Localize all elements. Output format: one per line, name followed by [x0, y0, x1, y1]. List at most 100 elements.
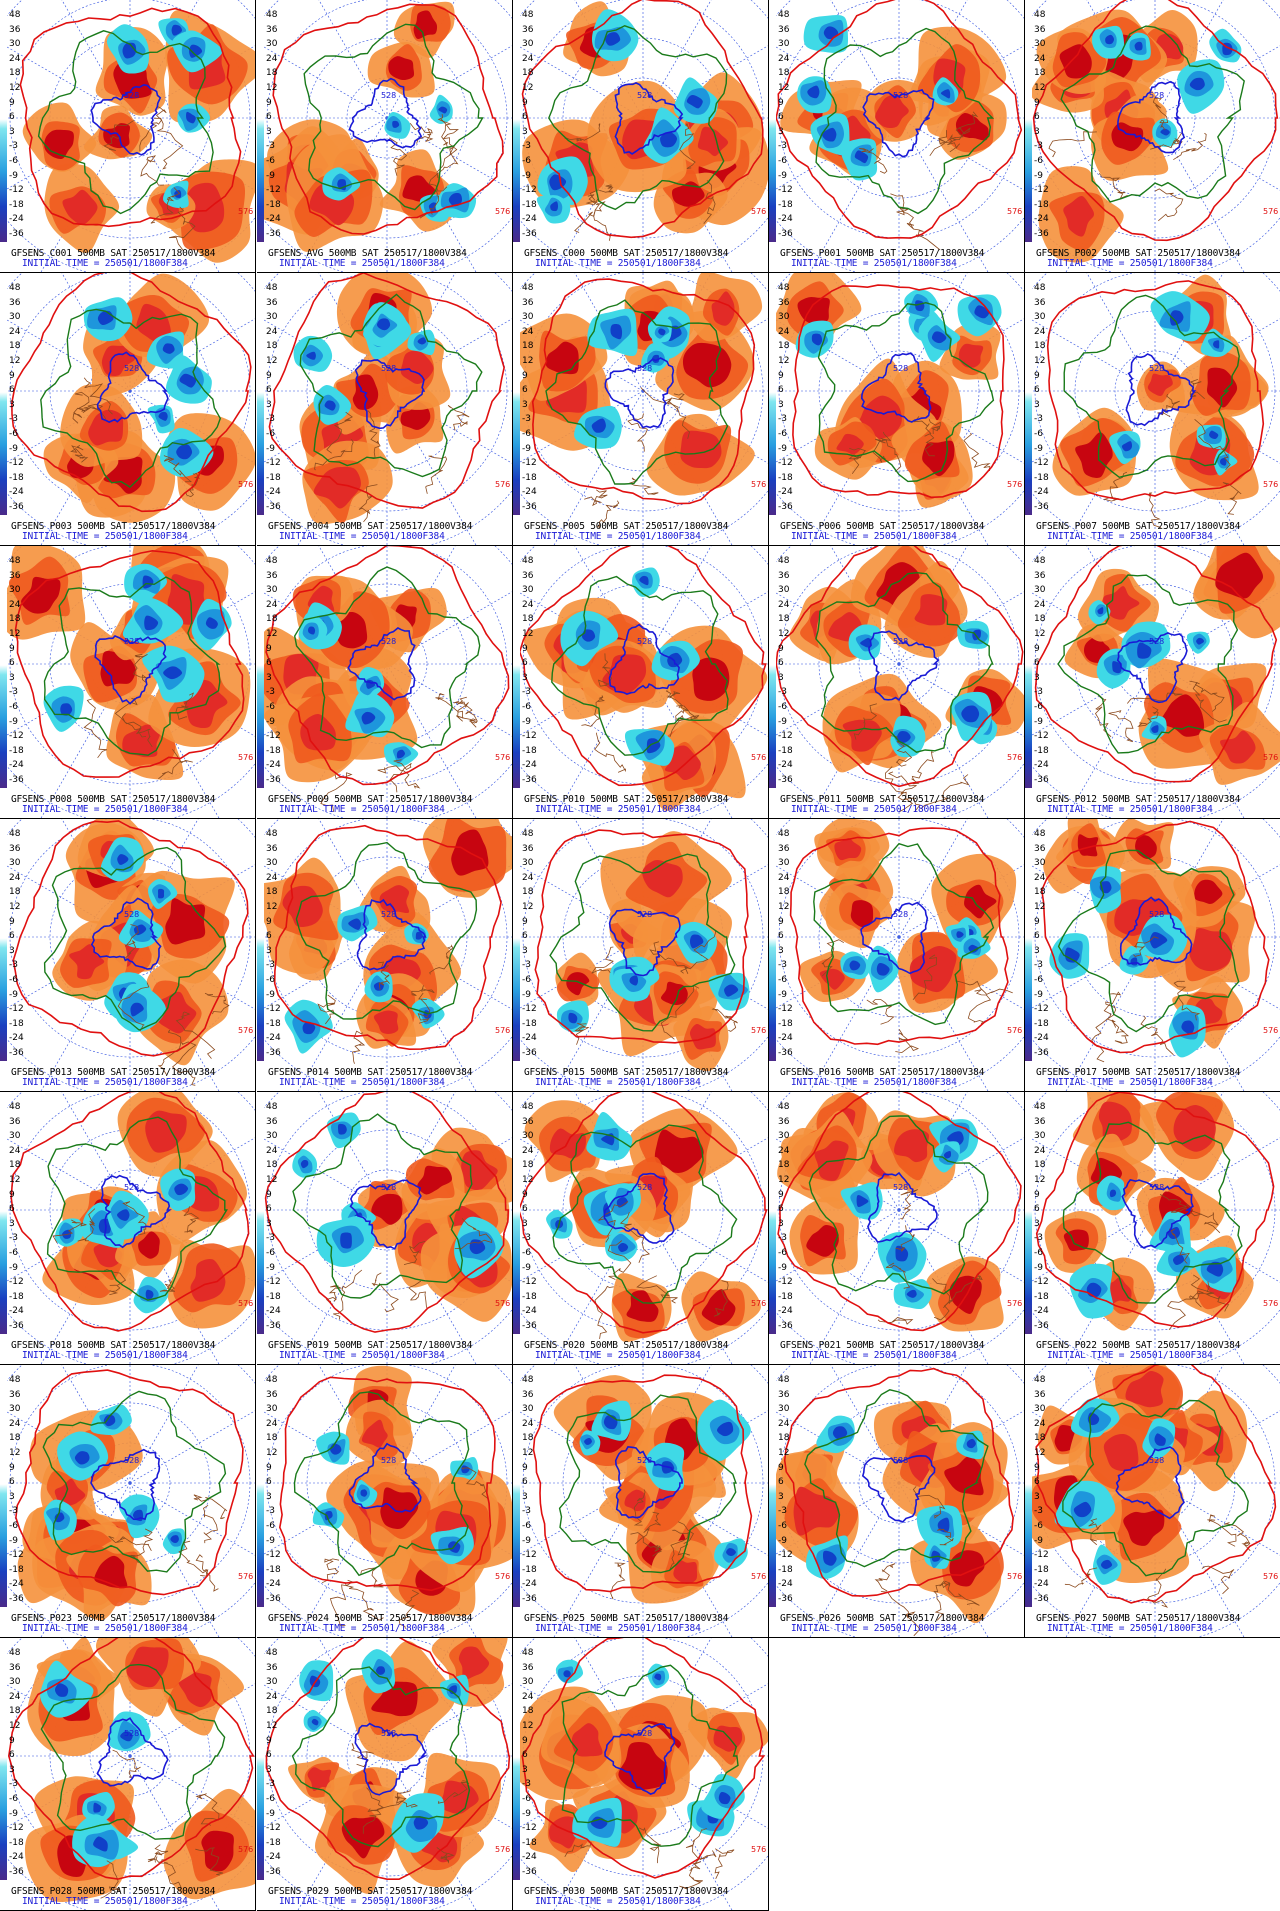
- colorbar-tick-label: 36: [522, 843, 534, 854]
- colorbar-tick-label: -24: [1034, 487, 1049, 498]
- contour-label-576: 576: [1007, 1026, 1022, 1035]
- coastline: [326, 411, 353, 454]
- negative-anomaly-shading: [1209, 430, 1219, 439]
- positive-anomaly-shading: [380, 1487, 419, 1529]
- colorbar-tick-label: 6: [266, 112, 272, 123]
- panel-initial-time: INITIAL TIME = 250501/1800F384: [791, 258, 957, 269]
- colorbar-tick-label: -9: [266, 1808, 275, 1819]
- panel-title: GFSENS P017 500MB SAT 250517/1800V384: [1036, 1067, 1241, 1078]
- ensemble-member-panel: 576 528 48 36 30 24 18 12 9 6 3 -3 -6 -9 -12 -18 -24 -36 G…: [257, 1092, 513, 1365]
- colorbar-tick-label: 3: [522, 1218, 528, 1229]
- colorbar-tick-label: 30: [9, 39, 21, 50]
- colorbar-tick-label: 48: [1034, 556, 1046, 566]
- coastline: [663, 393, 685, 412]
- colorbar-tick-label: -3: [522, 687, 531, 698]
- colorbar-tick-label: -3: [778, 960, 787, 971]
- colorbar-tick-label: 12: [522, 1175, 534, 1185]
- panel-title: GFSENS P006 500MB SAT 250517/1800V384: [780, 521, 985, 532]
- colorbar-tick-label: -12: [1034, 1004, 1049, 1015]
- colorbar-tick-label: 24: [778, 1145, 790, 1156]
- colorbar-tick-label: 18: [9, 1706, 21, 1717]
- colorbar-tick-label: 36: [1034, 1116, 1046, 1127]
- positive-anomaly-shading: [701, 1289, 736, 1326]
- colorbar-tick-label: -24: [1034, 214, 1049, 225]
- colorbar-tick-label: -9: [1034, 1535, 1043, 1546]
- panel-initial-time: INITIAL TIME = 250501/1800F384: [279, 531, 445, 542]
- negative-anomaly-shading: [1097, 607, 1104, 615]
- positive-anomaly-shading: [571, 1723, 603, 1757]
- colorbar-tick-label: 9: [266, 97, 272, 108]
- height-contour-528: [348, 77, 423, 149]
- colorbar-tick-label: 30: [1034, 1404, 1046, 1415]
- coastline: [564, 123, 601, 142]
- colorbar-tick-label: 9: [778, 1189, 784, 1200]
- coastline: [437, 1780, 470, 1804]
- coastline: [52, 1219, 87, 1244]
- ensemble-member-panel: 576 528 48 36 30 24 18 12 9 6 3 -3 -6 -9 -12 -18 -24 -36 G…: [257, 1638, 513, 1911]
- contour-label-528: 528: [1149, 364, 1164, 373]
- coastline: [1133, 936, 1159, 957]
- positive-anomaly-shading: [69, 944, 105, 980]
- colorbar-tick-label: -12: [522, 185, 537, 196]
- colorbar-tick-label: 12: [522, 356, 534, 366]
- coastline: [333, 1269, 363, 1320]
- positive-anomaly-shading: [126, 1646, 169, 1688]
- height-anomaly-map: 576 528: [257, 1092, 512, 1364]
- coastline: [193, 1494, 228, 1520]
- anomaly-colorbar: [0, 1371, 7, 1607]
- negative-anomaly-shading: [171, 24, 183, 36]
- colorbar-tick-label: -12: [266, 185, 281, 196]
- positive-anomaly-shading: [671, 181, 705, 207]
- panel-title: GFSENS P027 500MB SAT 250517/1800V384: [1036, 1613, 1241, 1624]
- contour-label-528: 528: [1149, 637, 1164, 646]
- panel-initial-time: INITIAL TIME = 250501/1800F384: [279, 1077, 445, 1088]
- contour-label-576: 576: [495, 1572, 510, 1581]
- colorbar-tick-label: 12: [778, 356, 790, 366]
- coastline: [890, 193, 914, 230]
- colorbar-tick-label: 12: [522, 83, 534, 93]
- coastline: [610, 1562, 626, 1600]
- colorbar-tick-label: -6: [1034, 702, 1043, 712]
- coastline: [159, 1279, 176, 1292]
- contour-label-528: 528: [637, 1456, 652, 1465]
- colorbar-tick-label: -24: [9, 1579, 24, 1590]
- colorbar-tick-label: 3: [9, 399, 15, 410]
- colorbar-tick-label: 24: [1034, 326, 1046, 337]
- positive-anomaly-shading: [307, 1767, 332, 1792]
- colorbar-tick-label: -24: [778, 760, 793, 771]
- colorbar-tick-label: 36: [266, 1116, 278, 1127]
- panel-title: GFSENS P025 500MB SAT 250517/1800V384: [524, 1613, 729, 1624]
- height-contour-528: [96, 1717, 169, 1787]
- colorbar-tick-label: 18: [9, 1160, 21, 1171]
- height-contour-528: [868, 630, 940, 702]
- colorbar-tick-label: 30: [522, 1131, 534, 1142]
- colorbar-tick-label: -3: [266, 687, 275, 698]
- coastline: [714, 1848, 735, 1879]
- colorbar-tick-label: -9: [522, 716, 531, 727]
- negative-anomaly-shading: [54, 1512, 65, 1523]
- negative-anomaly-shading: [1065, 947, 1080, 963]
- colorbar-tick-label: -12: [522, 731, 537, 742]
- coastline: [887, 771, 917, 813]
- colorbar-tick-label: 9: [522, 1462, 528, 1473]
- coastline: [859, 148, 888, 174]
- colorbar-tick-label: 6: [778, 1477, 784, 1488]
- negative-anomaly-shading: [718, 1791, 731, 1805]
- coastline: [100, 1860, 120, 1899]
- coastline: [409, 123, 434, 144]
- colorbar-tick-label: -36: [522, 1048, 537, 1058]
- panel-title: GFSENS P022 500MB SAT 250517/1800V384: [1036, 1340, 1241, 1351]
- colorbar-tick-label: 9: [1034, 916, 1040, 927]
- colorbar-tick-label: 12: [522, 902, 534, 912]
- anomaly-colorbar: [513, 1371, 520, 1607]
- colorbar-tick-label: 3: [778, 1218, 784, 1229]
- colorbar-tick-label: 9: [778, 370, 784, 381]
- colorbar-tick-label: -12: [778, 1550, 793, 1561]
- colorbar-tick-label: -6: [522, 975, 531, 985]
- negative-anomaly-shading: [658, 328, 666, 336]
- negative-anomaly-shading: [686, 95, 703, 109]
- contour-label-528: 528: [893, 1183, 908, 1192]
- panel-initial-time: INITIAL TIME = 250501/1800F384: [535, 1350, 701, 1361]
- colorbar-tick-label: 18: [522, 1706, 534, 1717]
- colorbar-tick-label: -12: [522, 1277, 537, 1288]
